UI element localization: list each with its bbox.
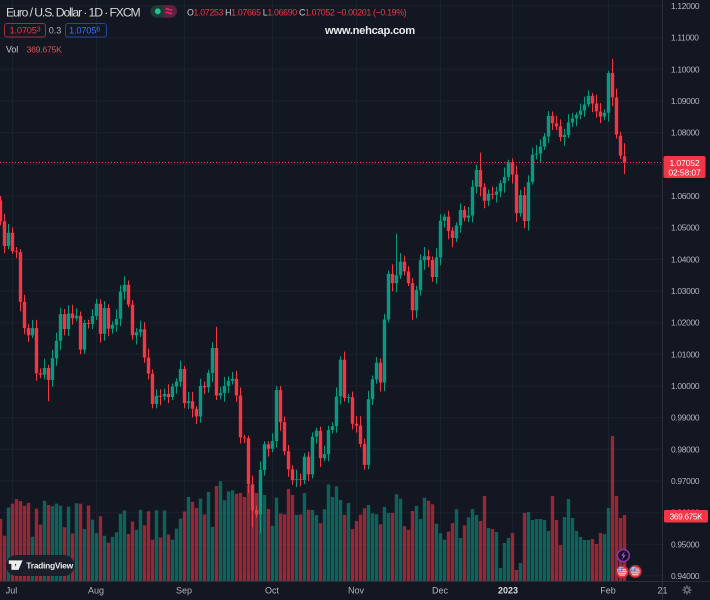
svg-text:TradingView: TradingView bbox=[26, 561, 73, 571]
svg-text:Feb: Feb bbox=[600, 586, 616, 596]
svg-text:1.01000: 1.01000 bbox=[671, 349, 700, 359]
svg-text:1.11000: 1.11000 bbox=[671, 33, 699, 43]
svg-text:1.10000: 1.10000 bbox=[671, 64, 700, 74]
svg-text:0.98000: 0.98000 bbox=[671, 444, 700, 454]
svg-text:1.02000: 1.02000 bbox=[671, 318, 700, 328]
svg-text:21: 21 bbox=[658, 586, 668, 596]
svg-text:02:58:07: 02:58:07 bbox=[668, 168, 701, 178]
svg-text:2023: 2023 bbox=[498, 586, 518, 596]
svg-text:369.675K: 369.675K bbox=[670, 512, 704, 522]
svg-text:Vol: Vol bbox=[6, 45, 18, 55]
svg-text:0.94000: 0.94000 bbox=[671, 571, 700, 581]
svg-text:1.09000: 1.09000 bbox=[671, 96, 700, 106]
svg-text:1.00000: 1.00000 bbox=[671, 381, 700, 391]
svg-text:0.95000: 0.95000 bbox=[671, 539, 700, 549]
svg-text:1.07052: 1.07052 bbox=[669, 158, 699, 168]
svg-text:1.07053: 1.07053 bbox=[10, 26, 41, 36]
svg-text:1.08000: 1.08000 bbox=[671, 128, 700, 138]
svg-text:Euro / U.S. Dollar · 1D · FXCM: Euro / U.S. Dollar · 1D · FXCM bbox=[6, 6, 141, 20]
svg-text:1.03000: 1.03000 bbox=[671, 286, 700, 296]
svg-text:Sep: Sep bbox=[176, 586, 192, 596]
svg-text:1.12000: 1.12000 bbox=[671, 1, 700, 11]
svg-text:Oct: Oct bbox=[265, 586, 280, 596]
svg-text:369.675K: 369.675K bbox=[27, 45, 63, 55]
svg-text:Dec: Dec bbox=[432, 586, 449, 596]
svg-text:1.07056: 1.07056 bbox=[69, 26, 100, 36]
svg-text:1.04000: 1.04000 bbox=[671, 254, 700, 264]
svg-text:Nov: Nov bbox=[348, 586, 365, 596]
svg-text:1.06000: 1.06000 bbox=[671, 191, 700, 201]
svg-text:0.3: 0.3 bbox=[49, 26, 62, 36]
svg-text:www.nehcap.com: www.nehcap.com bbox=[324, 25, 415, 37]
svg-text:Aug: Aug bbox=[88, 586, 104, 596]
svg-text:0.99000: 0.99000 bbox=[671, 413, 700, 423]
svg-text:Jul: Jul bbox=[6, 586, 18, 596]
svg-text:0.97000: 0.97000 bbox=[671, 476, 700, 486]
svg-text:1.05000: 1.05000 bbox=[671, 223, 700, 233]
svg-text:O1.07253 H1.07665 L1.06690 C1.: O1.07253 H1.07665 L1.06690 C1.07052 −0.0… bbox=[187, 7, 407, 17]
